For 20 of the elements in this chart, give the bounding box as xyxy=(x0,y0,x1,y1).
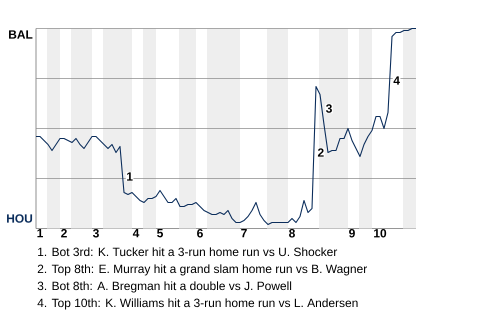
x-tick-label: 9 xyxy=(349,229,355,238)
x-tick-label: 3 xyxy=(92,229,99,238)
x-tick-label: 8 xyxy=(289,229,295,238)
x-tick-label: 5 xyxy=(157,229,163,238)
annotation: 1 xyxy=(127,172,133,181)
x-tick-label: 4 xyxy=(132,229,140,238)
text: 4. Top 10th: K. Williams hit a 3-run home run vs L. Andersen xyxy=(37,298,358,310)
text: BAL xyxy=(9,30,32,39)
text: 1. Bot 3rd: K. Tucker hit a 3-run home run vs U. Shocker xyxy=(38,247,338,256)
x-tick-label: 10 xyxy=(374,229,386,238)
annotation: 4 xyxy=(393,76,400,85)
text: HOU xyxy=(7,214,32,223)
text: 2. Top 8th: E. Murray hit a grand slam home run vs B. Wagner xyxy=(38,264,367,276)
text: 3. Bot 8th: A. Bregman hit a double vs J. Powell xyxy=(38,281,292,292)
x-tick-label: 7 xyxy=(241,229,247,238)
annotation: 3 xyxy=(326,104,332,113)
x-tick-label: 6 xyxy=(197,229,203,238)
x-tick-label: 1 xyxy=(37,229,43,238)
x-tick-label: 2 xyxy=(61,229,67,238)
annotation: 2 xyxy=(318,148,324,157)
